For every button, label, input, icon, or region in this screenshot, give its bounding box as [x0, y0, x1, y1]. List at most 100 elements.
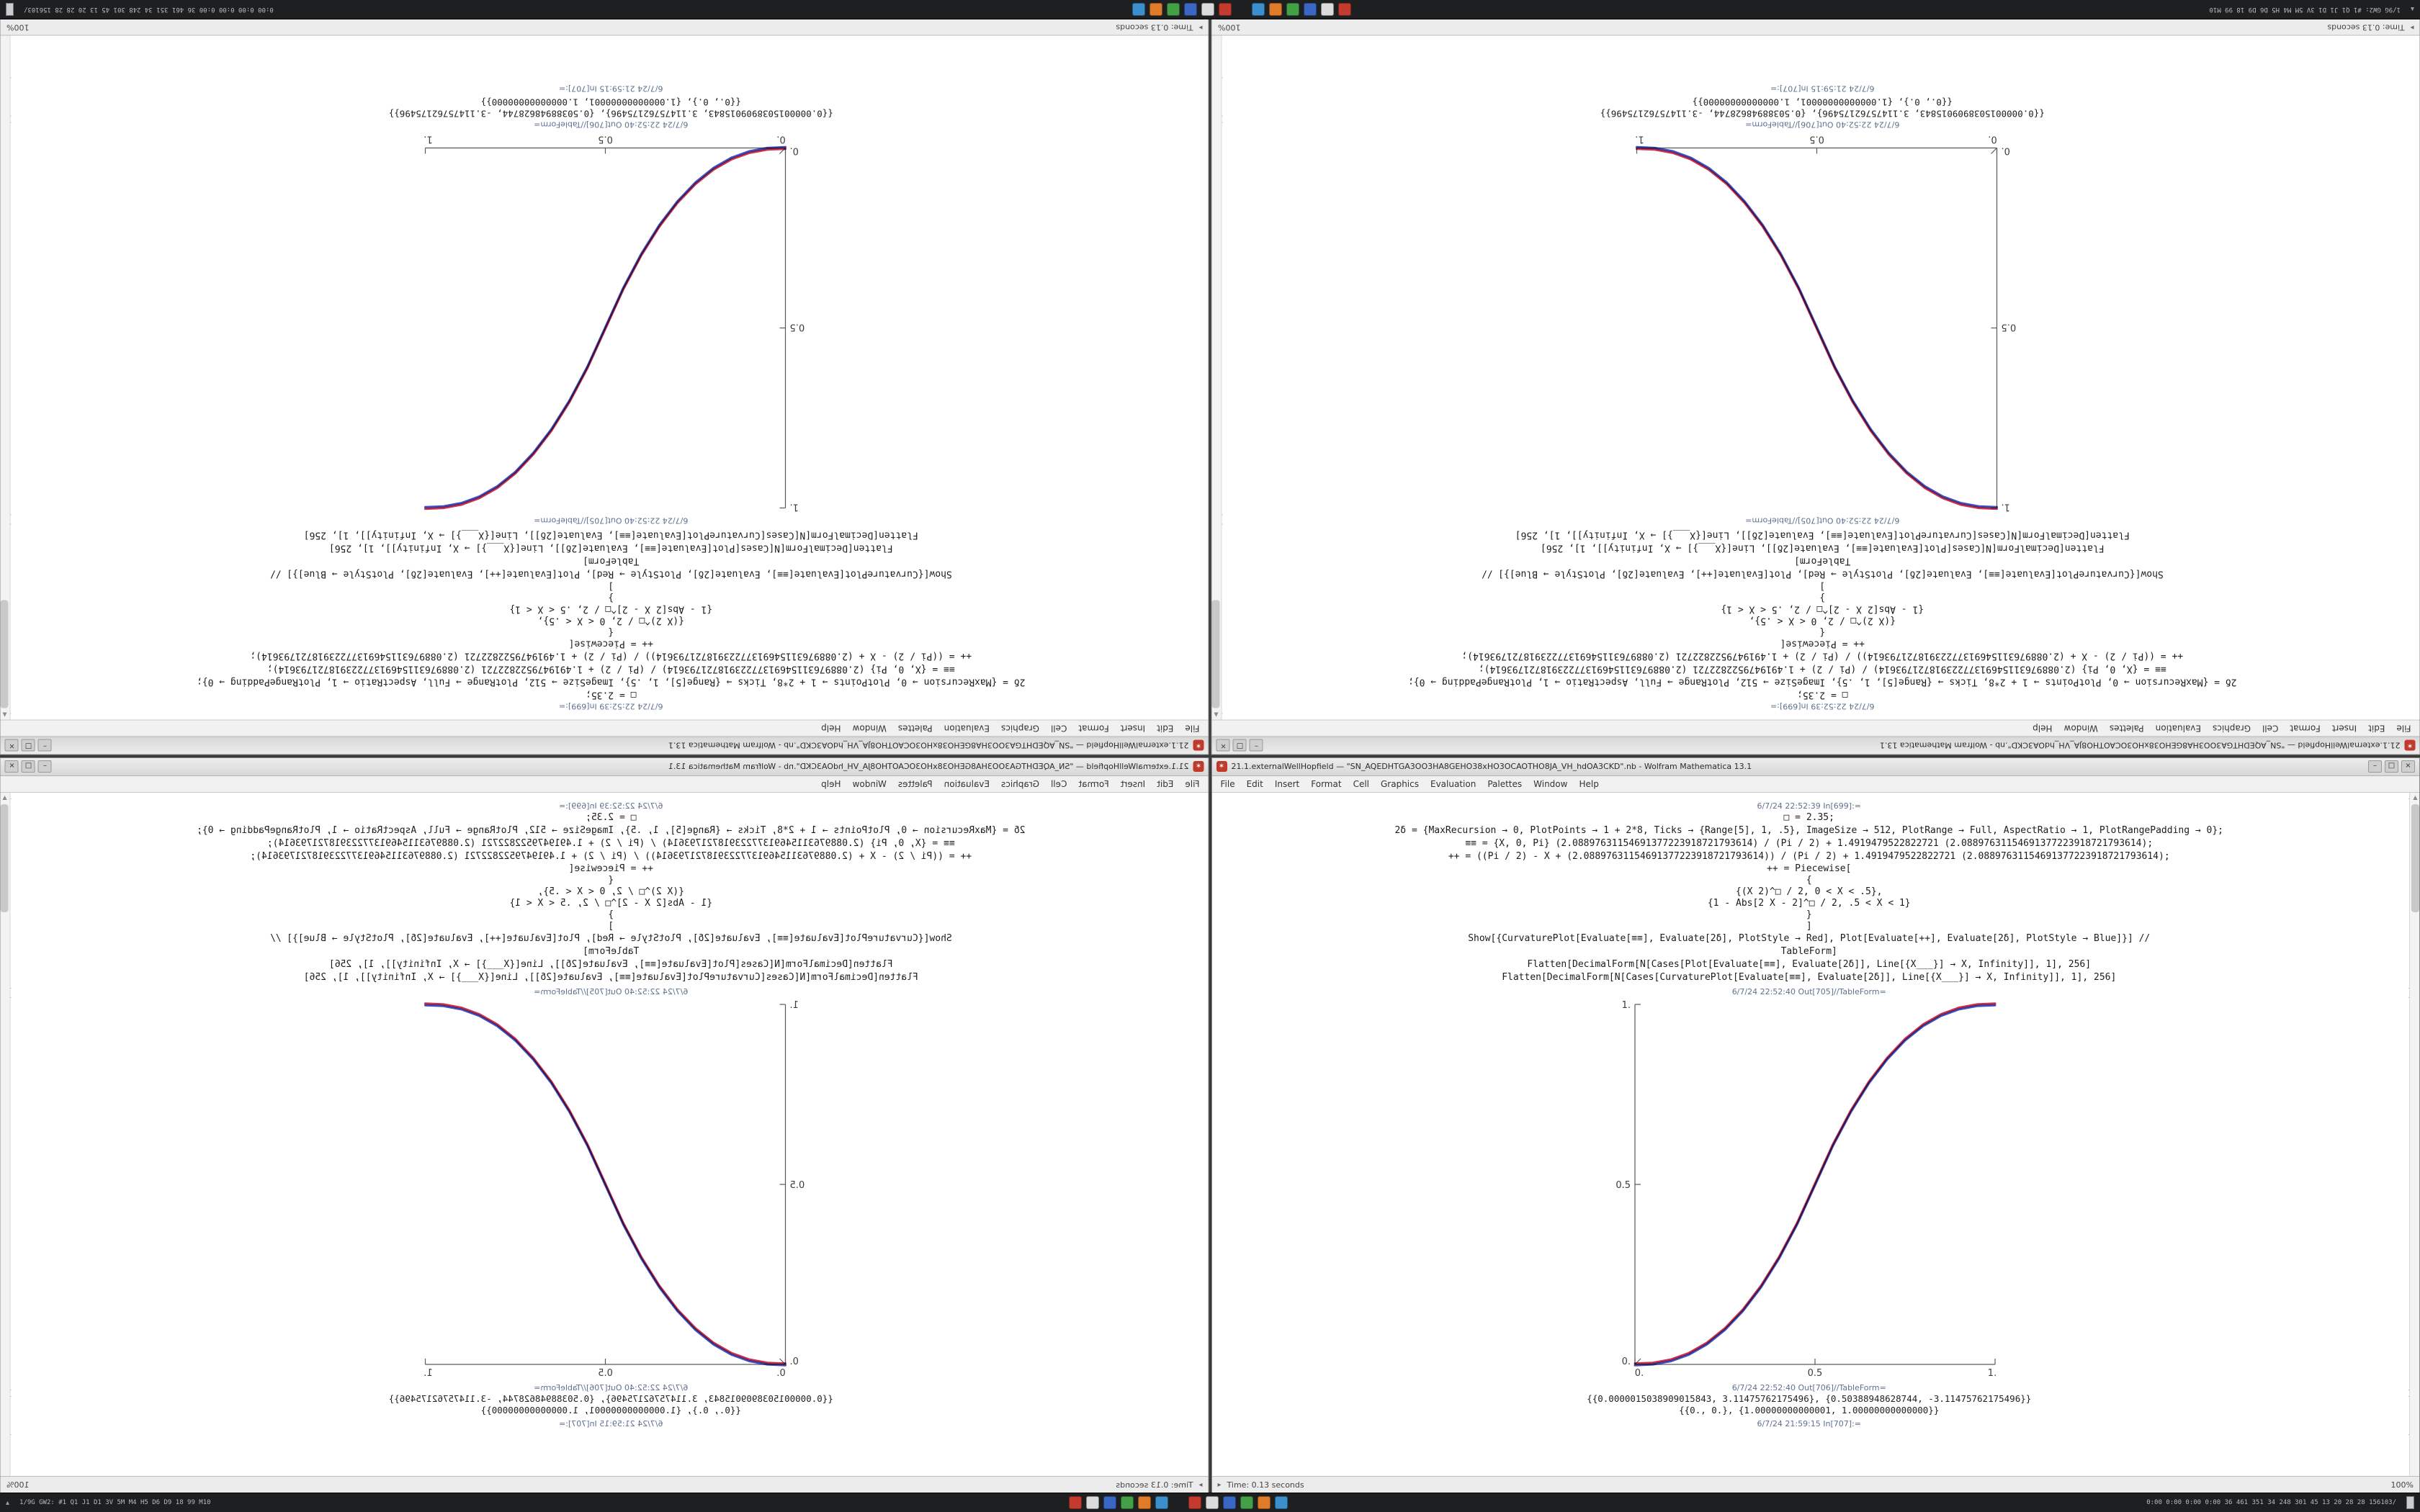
maximize-button[interactable]: □: [2385, 760, 2398, 773]
menu-help[interactable]: Help: [821, 723, 841, 734]
menu-evaluation[interactable]: Evaluation: [944, 723, 990, 734]
menu-edit[interactable]: Edit: [1157, 778, 1174, 789]
show-desktop-button[interactable]: [6, 3, 14, 16]
taskbar-app-orange-icon[interactable]: [1258, 1496, 1271, 1509]
minimize-button[interactable]: –: [38, 760, 52, 773]
taskbar-app-green-icon[interactable]: [1286, 3, 1299, 16]
taskbar-app-blue-icon[interactable]: [1183, 3, 1197, 16]
input-cell[interactable]: ]: [608, 920, 614, 932]
minimize-button[interactable]: –: [38, 739, 52, 752]
menu-insert[interactable]: Insert: [1120, 778, 1146, 789]
input-cell[interactable]: {1 - Abs[2 X - 2]^□ / 2, .5 < X < 1}: [509, 603, 713, 615]
context-menu-arrow[interactable]: ▸: [2409, 23, 2414, 32]
taskbar-app-red-icon[interactable]: [1218, 3, 1232, 16]
menu-evaluation[interactable]: Evaluation: [2155, 723, 2201, 734]
tray-expand-icon[interactable]: ▴: [6, 1498, 10, 1507]
menu-graphics[interactable]: Graphics: [1001, 778, 1039, 789]
menu-file[interactable]: File: [1185, 723, 1200, 734]
input-cell[interactable]: ≡≡ = {X, 0, Pi} (2.088976311546913772239…: [1465, 837, 2154, 849]
input-cell[interactable]: ++ = ((Pi / 2) - X + (2.0889763115469137…: [250, 850, 972, 862]
input-cell[interactable]: 2δ = {MaxRecursion → 0, PlotPoints → 1 +…: [1407, 676, 2237, 688]
input-cell[interactable]: ++ = Piecewise[: [568, 638, 653, 649]
menu-help[interactable]: Help: [1579, 778, 1599, 789]
input-cell[interactable]: 2δ = {MaxRecursion → 0, PlotPoints → 1 +…: [196, 824, 1026, 836]
notebook-content[interactable]: 6/7/24 22:52:39 In[699]:= □ = 2.35; 2δ =…: [1, 792, 1209, 1476]
menu-cell[interactable]: Cell: [1051, 723, 1067, 734]
input-cell[interactable]: ++ = Piecewise[: [1780, 638, 1865, 649]
menu-palettes[interactable]: Palettes: [1487, 778, 1523, 789]
input-cell[interactable]: {(X 2)^□ / 2, 0 < X < .5},: [537, 615, 685, 626]
menu-file[interactable]: File: [1220, 778, 1235, 789]
input-cell[interactable]: ++ = ((Pi / 2) - X + (2.0889763115469137…: [250, 650, 972, 662]
taskbar-app-blue-icon[interactable]: [1103, 1496, 1117, 1509]
menu-evaluation[interactable]: Evaluation: [1430, 778, 1476, 789]
input-cell[interactable]: ++ = Piecewise[: [568, 863, 653, 874]
input-cell[interactable]: ≡≡ = {X, 0, Pi} (2.088976311546913772239…: [266, 837, 955, 849]
menu-graphics[interactable]: Graphics: [1381, 778, 1419, 789]
menu-window[interactable]: Window: [852, 778, 887, 789]
taskbar-app-light-icon[interactable]: [1201, 3, 1214, 16]
menu-format[interactable]: Format: [1078, 778, 1109, 789]
input-cell[interactable]: ++ = Piecewise[: [1767, 863, 1852, 874]
input-cell[interactable]: {1 - Abs[2 X - 2]^□ / 2, .5 < X < 1}: [1707, 897, 1911, 909]
input-cell[interactable]: ]: [1806, 920, 1812, 932]
input-cell[interactable]: TableForm]: [583, 555, 640, 567]
notebook-content[interactable]: 6/7/24 22:52:39 In[699]:= □ = 2.35; 2δ =…: [1211, 792, 2419, 1476]
tray-expand-icon[interactable]: ▴: [2410, 5, 2414, 14]
input-cell[interactable]: {1 - Abs[2 X - 2]^□ / 2, .5 < X < 1}: [1720, 603, 1924, 615]
taskbar-app-teal-icon[interactable]: [1275, 1496, 1289, 1509]
zoom-level[interactable]: 100%: [1217, 22, 1240, 32]
context-menu-arrow[interactable]: ▸: [1198, 1480, 1203, 1489]
menu-graphics[interactable]: Graphics: [1001, 723, 1039, 734]
window-titlebar[interactable]: ✶ 21.1.externalWellHopfield — "SN_AQEDHT…: [1, 757, 1209, 776]
menu-window[interactable]: Window: [852, 723, 887, 734]
scroll-up-icon[interactable]: ▲: [2, 793, 7, 801]
input-cell[interactable]: {: [1806, 874, 1812, 886]
scrollbar-thumb[interactable]: [2411, 804, 2419, 912]
menu-evaluation[interactable]: Evaluation: [944, 778, 990, 789]
scroll-up-icon[interactable]: ▲: [1213, 711, 1219, 719]
window-titlebar[interactable]: ✶ 21.1.externalWellHopfield — "SN_AQEDHT…: [1211, 757, 2419, 776]
input-cell[interactable]: {(X 2)^□ / 2, 0 < X < .5},: [1736, 886, 1883, 897]
input-cell[interactable]: Flatten[DecimalForm[N[Cases[Plot[Evaluat…: [328, 958, 893, 970]
notebook-content[interactable]: 6/7/24 22:52:39 In[699]:= □ = 2.35; 2δ =…: [1211, 36, 2419, 720]
input-cell[interactable]: □ = 2.35;: [586, 811, 637, 823]
input-cell[interactable]: Flatten[DecimalForm[N[Cases[Plot[Evaluat…: [1540, 542, 2105, 554]
menu-edit[interactable]: Edit: [1246, 778, 1263, 789]
menu-help[interactable]: Help: [821, 778, 841, 789]
minimize-button[interactable]: –: [2368, 760, 2382, 773]
input-cell[interactable]: Show[{CurvaturePlot[Evaluate[≡≡], Evalua…: [269, 568, 952, 580]
input-cell[interactable]: Show[{CurvaturePlot[Evaluate[≡≡], Evalua…: [1481, 568, 2164, 580]
input-cell[interactable]: {(X 2)^□ / 2, 0 < X < .5},: [537, 886, 685, 897]
input-cell[interactable]: ++ = ((Pi / 2) - X + (2.0889763115469137…: [1461, 650, 2183, 662]
context-menu-arrow[interactable]: ▸: [1217, 1480, 1222, 1489]
menu-help[interactable]: Help: [2032, 723, 2053, 734]
close-button[interactable]: ×: [5, 760, 19, 773]
zoom-level[interactable]: 100%: [2390, 1480, 2414, 1490]
input-cell[interactable]: Flatten[DecimalForm[N[Cases[CurvaturePlo…: [303, 529, 918, 541]
menu-window[interactable]: Window: [1533, 778, 1568, 789]
taskbar-app-light-icon[interactable]: [1086, 1496, 1100, 1509]
input-cell[interactable]: Flatten[DecimalForm[N[Cases[Plot[Evaluat…: [328, 542, 893, 554]
menu-format[interactable]: Format: [2289, 723, 2321, 734]
zoom-level[interactable]: 100%: [6, 1480, 30, 1490]
input-cell[interactable]: Show[{CurvaturePlot[Evaluate[≡≡], Evalua…: [1468, 932, 2151, 944]
taskbar-app-blue-icon[interactable]: [1303, 3, 1317, 16]
notebook-content[interactable]: 6/7/24 22:52:39 In[699]:= □ = 2.35; 2δ =…: [1, 36, 1209, 720]
scrollbar[interactable]: ▲: [1211, 36, 1222, 720]
taskbar-app-green-icon[interactable]: [1240, 1496, 1254, 1509]
window-titlebar[interactable]: ✶ 21.1.externalWellHopfield — "SN_AQEDHT…: [1211, 736, 2419, 755]
show-desktop-button[interactable]: [2406, 1496, 2414, 1509]
menu-format[interactable]: Format: [1078, 723, 1109, 734]
input-cell[interactable]: TableForm]: [1793, 555, 1850, 567]
close-button[interactable]: ×: [2401, 760, 2415, 773]
input-cell[interactable]: }: [608, 909, 614, 920]
input-cell[interactable]: Show[{CurvaturePlot[Evaluate[≡≡], Evalua…: [269, 932, 952, 944]
input-cell[interactable]: {: [1819, 626, 1825, 638]
menu-cell[interactable]: Cell: [1051, 778, 1067, 789]
input-cell[interactable]: ++ = ((Pi / 2) - X + (2.0889763115469137…: [1448, 850, 2170, 862]
input-cell[interactable]: TableForm]: [1780, 945, 1837, 957]
menu-insert[interactable]: Insert: [1120, 723, 1146, 734]
input-cell[interactable]: Flatten[DecimalForm[N[Cases[CurvaturePlo…: [1515, 529, 2130, 541]
minimize-button[interactable]: –: [1249, 739, 1263, 752]
